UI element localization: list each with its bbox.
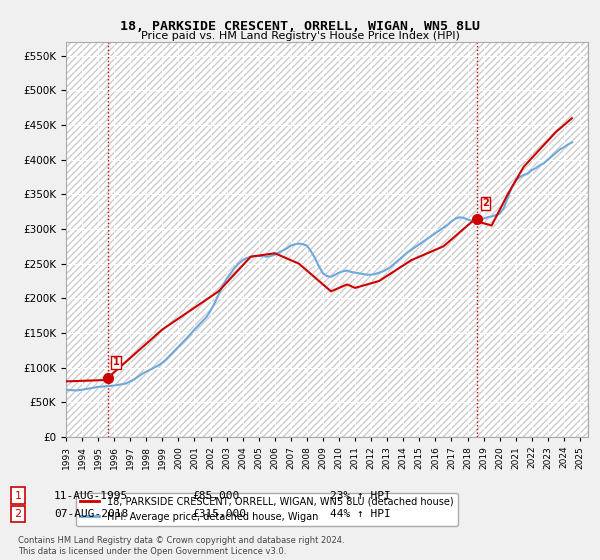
Text: 2: 2 [482, 198, 489, 208]
Text: 44% ↑ HPI: 44% ↑ HPI [330, 509, 391, 519]
Text: 1: 1 [14, 491, 22, 501]
Text: Contains HM Land Registry data © Crown copyright and database right 2024.
This d: Contains HM Land Registry data © Crown c… [18, 536, 344, 556]
Text: 18, PARKSIDE CRESCENT, ORRELL, WIGAN, WN5 8LU: 18, PARKSIDE CRESCENT, ORRELL, WIGAN, WN… [120, 20, 480, 32]
Text: 2: 2 [14, 509, 22, 519]
Text: 07-AUG-2018: 07-AUG-2018 [54, 509, 128, 519]
Text: 23% ↑ HPI: 23% ↑ HPI [330, 491, 391, 501]
Legend: 18, PARKSIDE CRESCENT, ORRELL, WIGAN, WN5 8LU (detached house), HPI: Average pri: 18, PARKSIDE CRESCENT, ORRELL, WIGAN, WN… [76, 493, 458, 526]
Text: £85,000: £85,000 [192, 491, 239, 501]
Text: Price paid vs. HM Land Registry's House Price Index (HPI): Price paid vs. HM Land Registry's House … [140, 31, 460, 41]
Text: 11-AUG-1995: 11-AUG-1995 [54, 491, 128, 501]
Text: £315,000: £315,000 [192, 509, 246, 519]
Text: 1: 1 [113, 357, 119, 367]
